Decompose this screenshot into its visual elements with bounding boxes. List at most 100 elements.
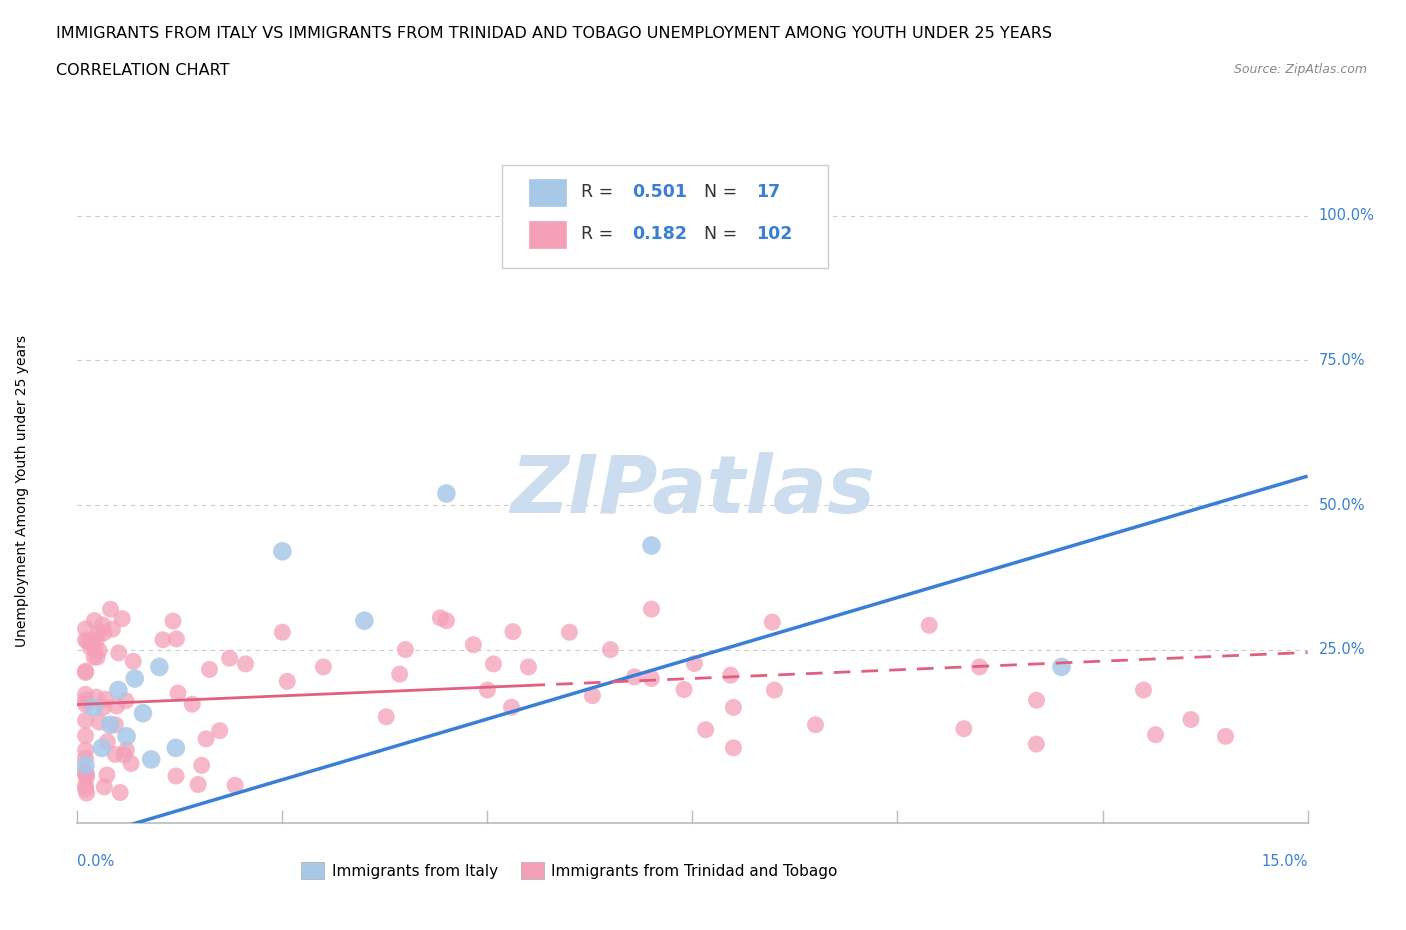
Point [75,728,97,743]
Point [75,766,97,781]
Point [75,713,97,728]
Point [75,743,97,758]
Point [218,651,240,666]
Point [93,699,115,714]
Point [75,664,97,679]
Point [141,752,163,767]
Point [75,693,97,708]
Text: 75.0%: 75.0% [1319,353,1365,368]
Point [763,683,786,698]
Point [165,768,187,783]
Point [107,683,129,698]
Point [581,688,603,703]
Point [98,717,121,732]
Point [94,692,117,707]
Point [969,659,991,674]
Point [75,697,97,711]
Point [120,756,142,771]
Point [75,665,97,680]
Point [208,724,231,738]
Point [181,697,204,711]
Point [436,613,458,628]
Point [187,777,209,792]
Point [93,625,115,640]
Point [75,781,97,796]
Point [640,602,662,617]
Point [75,770,97,785]
Legend: Immigrants from Italy, Immigrants from Trinidad and Tobago: Immigrants from Italy, Immigrants from T… [295,857,844,885]
Point [1025,737,1047,751]
Point [83,700,105,715]
Point [429,610,451,625]
Point [75,751,97,765]
Point [482,657,505,671]
Point [115,729,138,744]
Point [83,640,105,655]
Point [463,637,485,652]
Point [623,670,645,684]
Point [89,714,111,729]
Text: N =: N = [703,225,742,244]
Text: R =: R = [581,183,619,201]
Point [502,624,524,639]
Point [115,743,138,758]
Point [87,626,110,641]
Point [1144,727,1167,742]
Text: 15.0%: 15.0% [1261,854,1308,869]
Point [152,632,174,647]
Point [804,717,827,732]
FancyBboxPatch shape [502,165,828,268]
Text: 50.0%: 50.0% [1319,498,1365,512]
Point [83,613,105,628]
Text: 0.0%: 0.0% [77,854,114,869]
Point [477,683,499,698]
Point [124,671,146,686]
Point [271,544,294,559]
Point [1215,729,1237,744]
Point [436,486,458,501]
Text: 0.182: 0.182 [633,225,688,244]
Point [952,722,974,737]
Point [76,633,98,648]
Point [804,208,827,223]
Point [195,732,218,747]
Point [101,621,124,636]
Bar [529,179,565,206]
Point [75,764,97,779]
Text: 0.501: 0.501 [633,183,688,201]
Point [79,640,101,655]
Point [501,700,523,715]
Text: ZIPatlas: ZIPatlas [510,452,875,529]
Point [86,632,108,647]
Point [93,779,115,794]
Point [76,766,98,781]
Point [84,690,107,705]
Point [235,657,257,671]
Point [90,740,114,755]
Point [394,642,416,657]
Point [723,700,745,715]
Point [148,659,170,674]
Point [100,602,122,617]
Point [91,618,114,632]
Point [167,685,190,700]
Point [918,618,941,632]
Point [1132,683,1154,698]
Point [96,767,118,782]
Point [695,723,717,737]
Text: Unemployment Among Youth under 25 years: Unemployment Among Youth under 25 years [15,335,30,646]
Point [1025,693,1047,708]
Point [1180,712,1202,727]
Point [673,682,696,697]
Point [375,710,398,724]
Point [75,621,97,636]
Point [312,659,335,674]
Point [111,611,134,626]
Point [75,758,97,773]
Text: 100.0%: 100.0% [1319,208,1375,223]
Point [517,659,540,674]
Point [86,650,108,665]
Text: IMMIGRANTS FROM ITALY VS IMMIGRANTS FROM TRINIDAD AND TOBAGO UNEMPLOYMENT AMONG : IMMIGRANTS FROM ITALY VS IMMIGRANTS FROM… [56,26,1052,41]
Point [108,785,131,800]
Point [96,735,118,750]
